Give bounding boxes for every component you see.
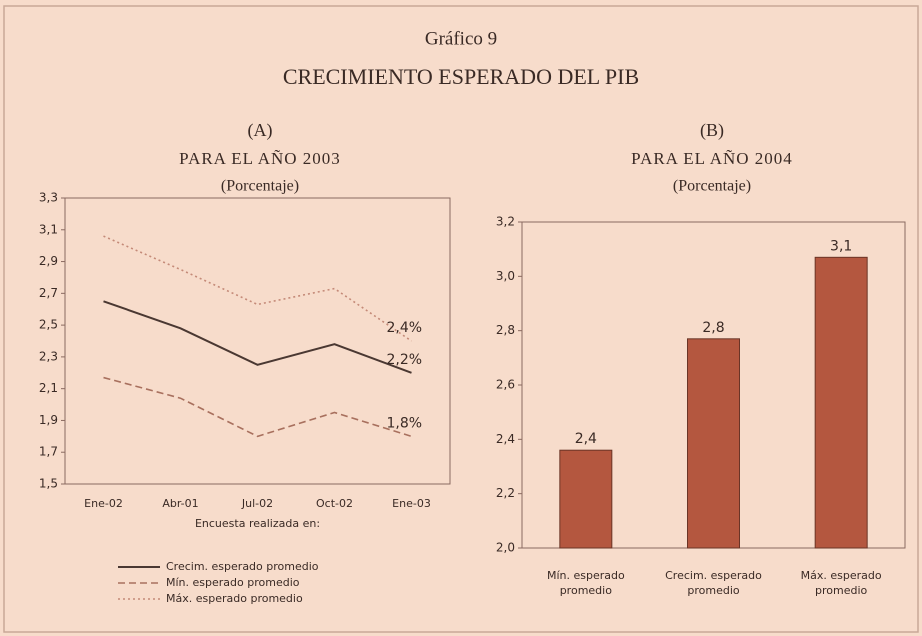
frame	[3, 5, 919, 633]
x-tick-label: Ene-02	[84, 497, 123, 510]
panel-subtitle: (Porcentaje)	[221, 178, 299, 195]
plot-frame	[64, 197, 451, 485]
y-tick-label: 1,9	[39, 413, 58, 427]
value-label: 3,1	[830, 238, 852, 254]
line-series	[103, 235, 412, 342]
y-tick-label: 3,3	[39, 191, 58, 205]
x-tick-label: Mín. esperado promedio	[546, 569, 625, 597]
x-tick-label: Crecim. esperado promedio	[665, 569, 762, 597]
y-tick-label: 2,2	[496, 486, 515, 500]
panel-label: (B)	[700, 120, 724, 141]
y-tick-label: 2,4	[496, 432, 515, 446]
y-tick-label: 2,5	[39, 318, 58, 332]
y-tick-label: 2,1	[39, 381, 58, 395]
x-tick-label: Oct-02	[316, 497, 353, 510]
y-tick-label: 3,1	[39, 222, 58, 236]
panel-title: PARA EL AÑO 2004	[631, 149, 793, 168]
y-tick-label: 2,6	[496, 378, 515, 392]
bar	[814, 256, 868, 549]
y-tick-label: 1,7	[39, 445, 58, 459]
value-label: 2,2%	[387, 352, 423, 368]
legend-label: Mín. esperado promedio	[166, 576, 300, 589]
panel-subtitle: (Porcentaje)	[673, 178, 751, 195]
y-tick-label: 2,0	[496, 541, 515, 555]
panel-label: (A)	[248, 120, 273, 141]
x-tick-label: Máx. esperado promedio	[800, 569, 882, 597]
value-label: 2,4	[575, 431, 597, 447]
x-tick-label: Ene-03	[392, 497, 431, 510]
y-tick-label: 1,5	[39, 477, 58, 491]
chart-title: CRECIMIENTO ESPERADO DEL PIB	[283, 64, 639, 89]
legend-label: Crecim. esperado promedio	[166, 560, 319, 573]
line-series	[103, 300, 412, 374]
y-tick-label: 2,3	[39, 349, 58, 363]
y-tick-label: 2,7	[39, 286, 58, 300]
value-label: 2,4%	[387, 320, 423, 336]
value-label: 2,8	[702, 320, 724, 336]
chart-label: Gráfico 9	[425, 28, 497, 49]
x-tick-label: Abr-01	[162, 497, 198, 510]
bar	[559, 449, 613, 549]
y-tick-label: 3,2	[496, 215, 515, 229]
y-tick-label: 3,0	[496, 269, 515, 283]
value-label: 1,8%	[387, 415, 423, 431]
legend-label: Máx. esperado promedio	[166, 592, 303, 605]
x-tick-label: Jul-02	[241, 497, 273, 510]
line-series	[103, 376, 412, 438]
y-tick-label: 2,8	[496, 323, 515, 337]
y-tick-label: 2,9	[39, 254, 58, 268]
panel-title: PARA EL AÑO 2003	[179, 149, 341, 168]
x-axis-label: Encuesta realizada en:	[195, 517, 320, 530]
bar	[687, 338, 740, 549]
